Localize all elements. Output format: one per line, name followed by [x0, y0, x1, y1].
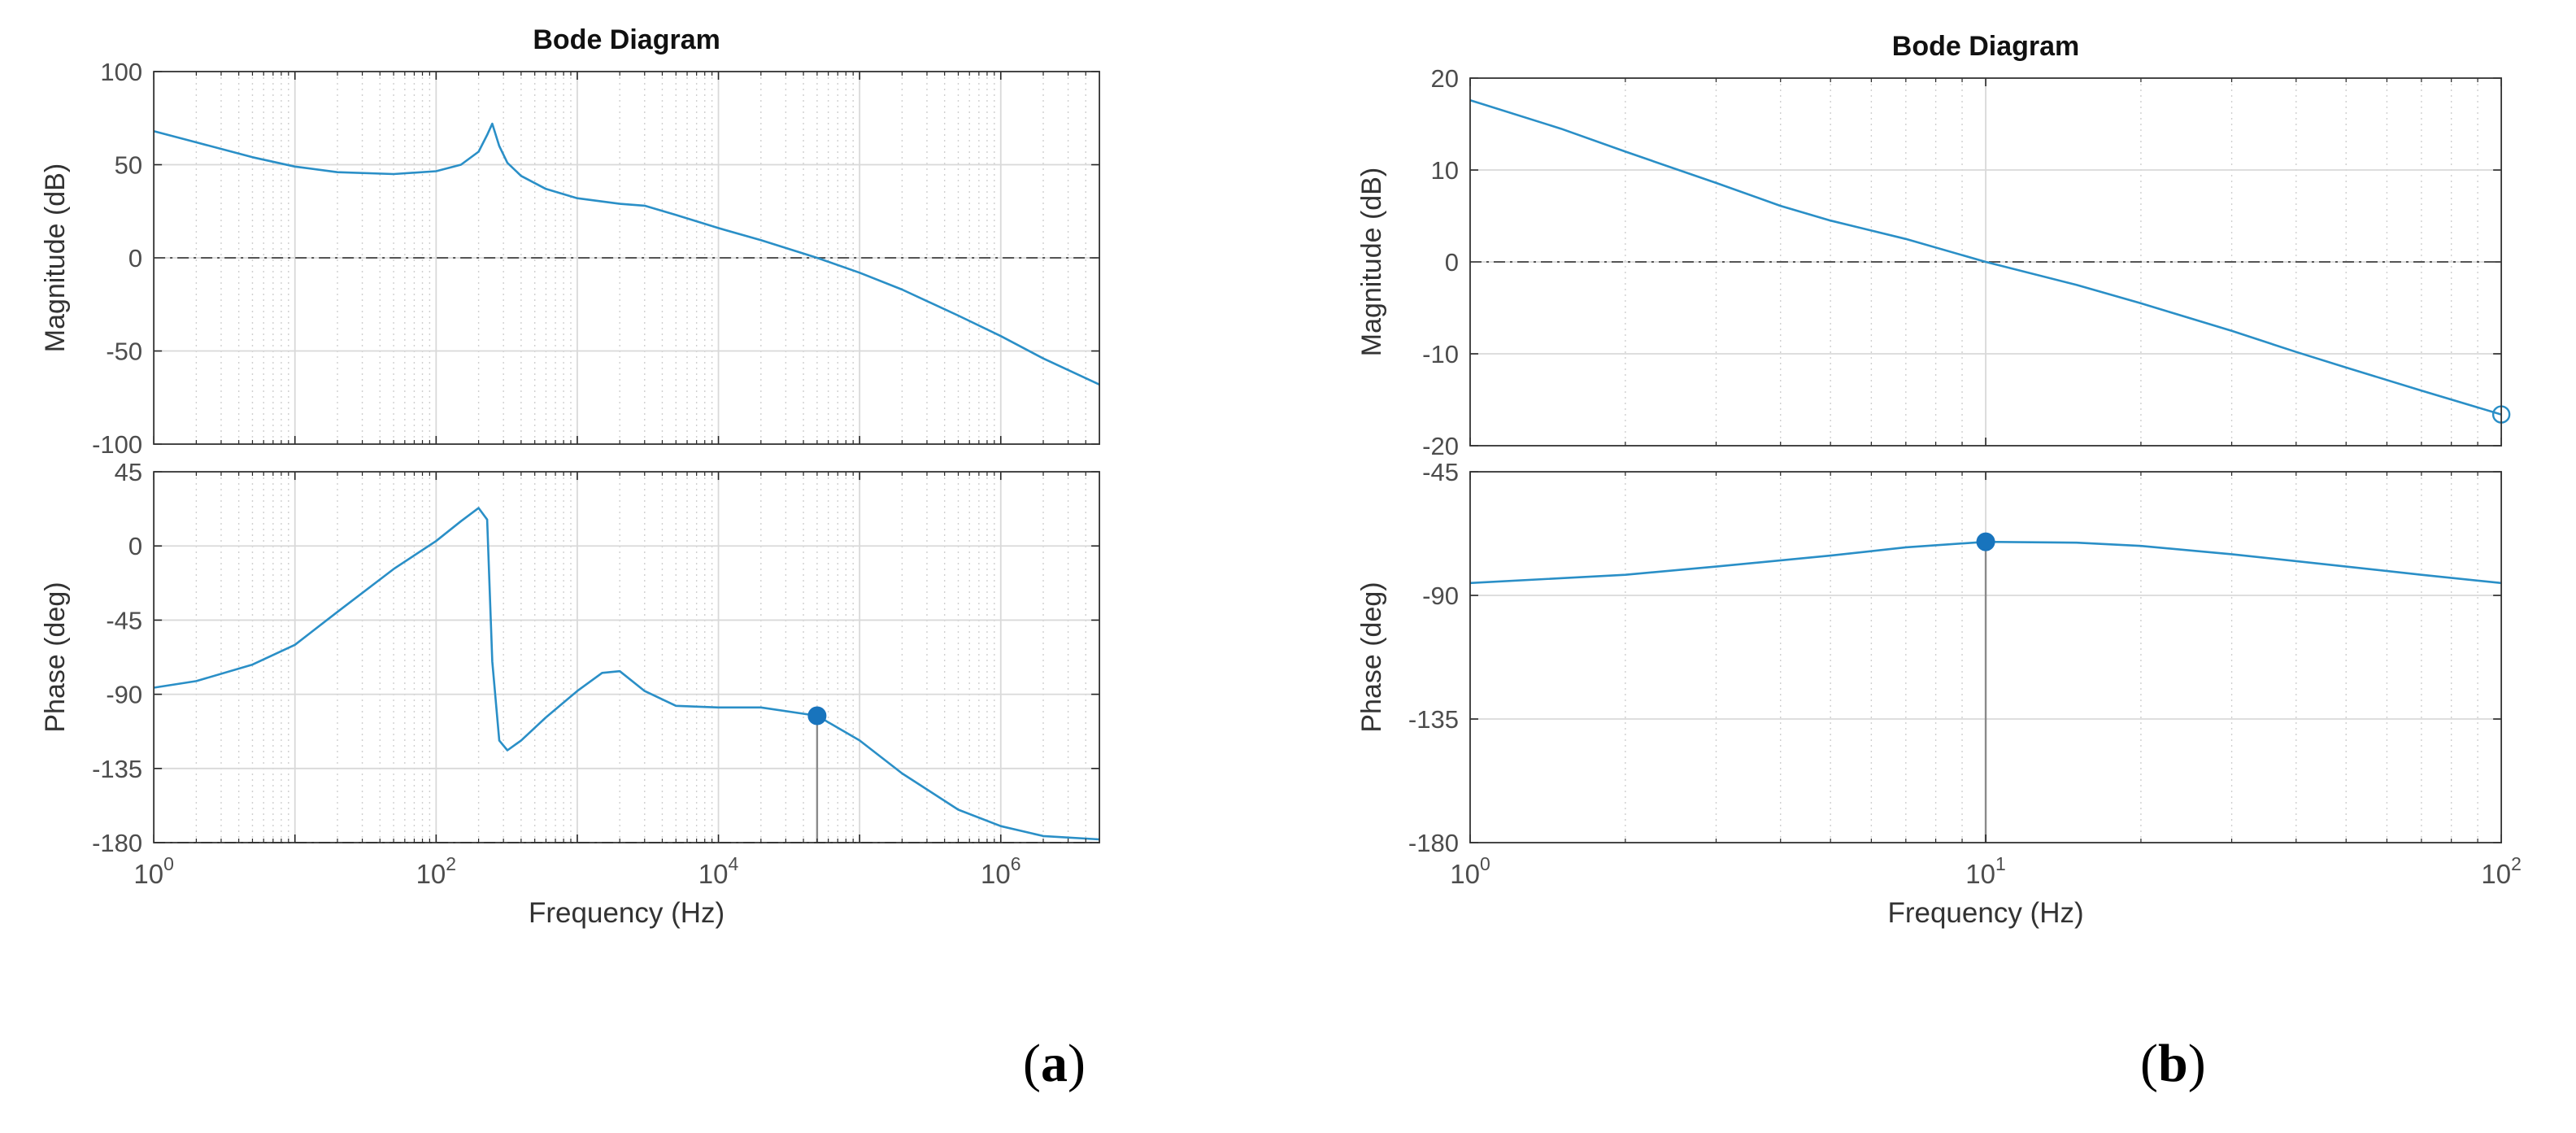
- x-tick-base: 10: [1965, 859, 1995, 889]
- chart-title: Bode Diagram: [1892, 31, 2080, 62]
- panel-label-a-text: a: [1040, 1034, 1068, 1093]
- magnitude-subplot: 20 10 0 -10 -20 Magnitude (dB): [1356, 64, 2511, 460]
- y-tick-label: -180: [1408, 829, 1459, 857]
- x-tick-exponent: 0: [1480, 853, 1490, 874]
- x-tick-label: 100: [133, 853, 174, 889]
- x-tick-exponent: 4: [729, 853, 739, 874]
- panel-label-b-text: b: [2157, 1034, 2188, 1093]
- magnitude-curve: [153, 122, 1100, 386]
- magnitude-axes-frame: [153, 71, 1101, 445]
- x-tick-label: 104: [698, 853, 739, 889]
- x-tick-base: 10: [416, 859, 446, 889]
- x-tick-label: 102: [416, 853, 457, 889]
- y-tick-label: 10: [1430, 156, 1458, 185]
- y-tick-label: 50: [115, 151, 142, 180]
- y-tick-label: -135: [1408, 705, 1459, 734]
- phase-curve: [153, 507, 1100, 841]
- y-tick-label: -20: [1422, 432, 1459, 460]
- y-tick-label: 20: [1430, 64, 1458, 93]
- phase-axes-frame: [1469, 471, 2503, 843]
- y-tick-label: -135: [92, 755, 142, 783]
- x-axis-label: Frequency (Hz): [1887, 897, 2083, 929]
- y-tick-label: 0: [128, 532, 142, 560]
- phase-y-axis-label: Phase (deg): [40, 582, 71, 732]
- x-tick-base: 10: [2481, 859, 2511, 889]
- y-tick-label: 0: [1445, 248, 1459, 277]
- y-tick-label: -45: [1422, 458, 1459, 486]
- y-tick-label: -45: [106, 606, 142, 634]
- phase-curve: [1469, 540, 2502, 585]
- y-tick-label: -180: [92, 829, 142, 857]
- magnitude-y-axis-label: Magnitude (dB): [1356, 168, 1387, 356]
- x-tick-base: 10: [133, 859, 163, 889]
- phase-plot-area: [154, 472, 1100, 843]
- x-tick-base: 10: [698, 859, 729, 889]
- phase-y-axis-label: Phase (deg): [1356, 582, 1387, 732]
- margin-marker: [807, 706, 827, 726]
- phase-axes-frame: [153, 471, 1101, 843]
- y-tick-label: -50: [106, 338, 142, 366]
- x-tick-label: 101: [1965, 853, 2006, 889]
- panel-label-a: (a): [1023, 1034, 1086, 1093]
- panel-label-b: (b): [2140, 1034, 2206, 1093]
- x-tick-exponent: 0: [163, 853, 174, 874]
- y-tick-label: -90: [1422, 582, 1459, 610]
- chart-title: Bode Diagram: [533, 24, 720, 55]
- x-tick-base: 10: [1450, 859, 1480, 889]
- x-tick-label: 102: [2481, 853, 2522, 889]
- x-tick-exponent: 6: [1011, 853, 1021, 874]
- margin-marker: [1976, 532, 1995, 551]
- x-tick-label: 106: [981, 853, 1021, 889]
- y-tick-label: -10: [1422, 340, 1459, 368]
- x-tick-label: 100: [1450, 853, 1490, 889]
- x-tick-base: 10: [981, 859, 1011, 889]
- x-tick-exponent: 1: [1995, 853, 2006, 874]
- y-tick-label: 0: [128, 244, 142, 272]
- x-tick-exponent: 2: [446, 853, 456, 874]
- magnitude-curve: [1469, 98, 2502, 416]
- magnitude-subplot: 100 50 0 -50 -100 Magnitude (dB): [40, 58, 1101, 459]
- y-tick-label: 45: [115, 458, 142, 486]
- y-tick-label: 100: [100, 58, 142, 86]
- magnitude-y-axis-label: Magnitude (dB): [40, 163, 71, 352]
- y-tick-label: -90: [106, 681, 142, 709]
- magnitude-axes-frame: [1469, 77, 2503, 447]
- x-axis-label: Frequency (Hz): [529, 897, 724, 929]
- y-tick-label: -100: [92, 430, 142, 459]
- x-tick-exponent: 2: [2511, 853, 2522, 874]
